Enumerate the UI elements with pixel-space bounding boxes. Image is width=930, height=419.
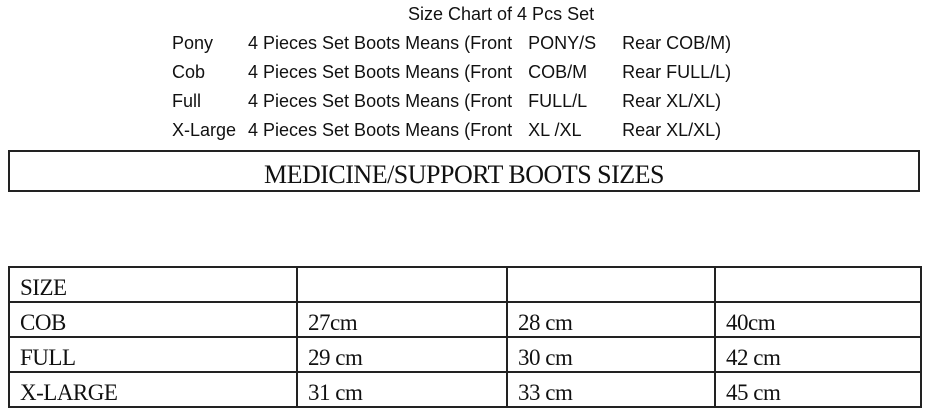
set-rear: Rear XL/XL) [622, 91, 722, 111]
set-front: XL /XL [528, 120, 582, 140]
set-line-xlarge: X-Large 4 Pieces Set Boots Means (Front … [172, 120, 721, 141]
table-cell [296, 266, 508, 303]
table-cell: 29 cm [296, 336, 508, 373]
table-cell: 30 cm [506, 336, 716, 373]
section-title: MEDICINE/SUPPORT BOOTS SIZES [263, 160, 665, 189]
table-cell [506, 266, 716, 303]
section-title-box: MEDICINE/SUPPORT BOOTS SIZES [8, 150, 920, 192]
set-line-pony: Pony 4 Pieces Set Boots Means (Front PON… [172, 33, 731, 54]
set-name: X-Large [172, 120, 237, 140]
set-desc: 4 Pieces Set Boots Means (Front [248, 33, 513, 53]
table-cell: 45 cm [714, 371, 922, 408]
table-header-row: SIZE [8, 266, 922, 303]
set-desc: 4 Pieces Set Boots Means (Front [248, 120, 513, 140]
table-cell: X-LARGE [8, 371, 298, 408]
table-cell [714, 266, 922, 303]
table-cell: 31 cm [296, 371, 508, 408]
set-rear: Rear FULL/L) [622, 62, 732, 82]
set-name: Full [172, 91, 202, 111]
table-cell: FULL [8, 336, 298, 373]
set-front: COB/M [528, 62, 588, 82]
table-row: FULL 29 cm 30 cm 42 cm [8, 336, 922, 373]
table-cell: 40cm [714, 301, 922, 338]
size-table: SIZE COB 27cm 28 cm 40cm FULL 29 cm 30 c… [8, 266, 922, 408]
table-row: COB 27cm 28 cm 40cm [8, 301, 922, 338]
set-desc: 4 Pieces Set Boots Means (Front [248, 62, 513, 82]
table-cell: 28 cm [506, 301, 716, 338]
set-front: FULL/L [528, 91, 588, 111]
set-name: Pony [172, 33, 214, 53]
set-line-cob: Cob 4 Pieces Set Boots Means (Front COB/… [172, 62, 731, 83]
table-row: X-LARGE 31 cm 33 cm 45 cm [8, 371, 922, 408]
set-desc: 4 Pieces Set Boots Means (Front [248, 91, 513, 111]
table-cell: 42 cm [714, 336, 922, 373]
set-name: Cob [172, 62, 206, 82]
table-cell: 27cm [296, 301, 508, 338]
set-rear: Rear COB/M) [622, 33, 732, 53]
table-cell: SIZE [8, 266, 298, 303]
table-cell: COB [8, 301, 298, 338]
size-chart-title: Size Chart of 4 Pcs Set [408, 4, 595, 24]
set-rear: Rear XL/XL) [622, 120, 722, 140]
table-cell: 33 cm [506, 371, 716, 408]
set-line-full: Full 4 Pieces Set Boots Means (Front FUL… [172, 91, 721, 112]
set-front: PONY/S [528, 33, 597, 53]
